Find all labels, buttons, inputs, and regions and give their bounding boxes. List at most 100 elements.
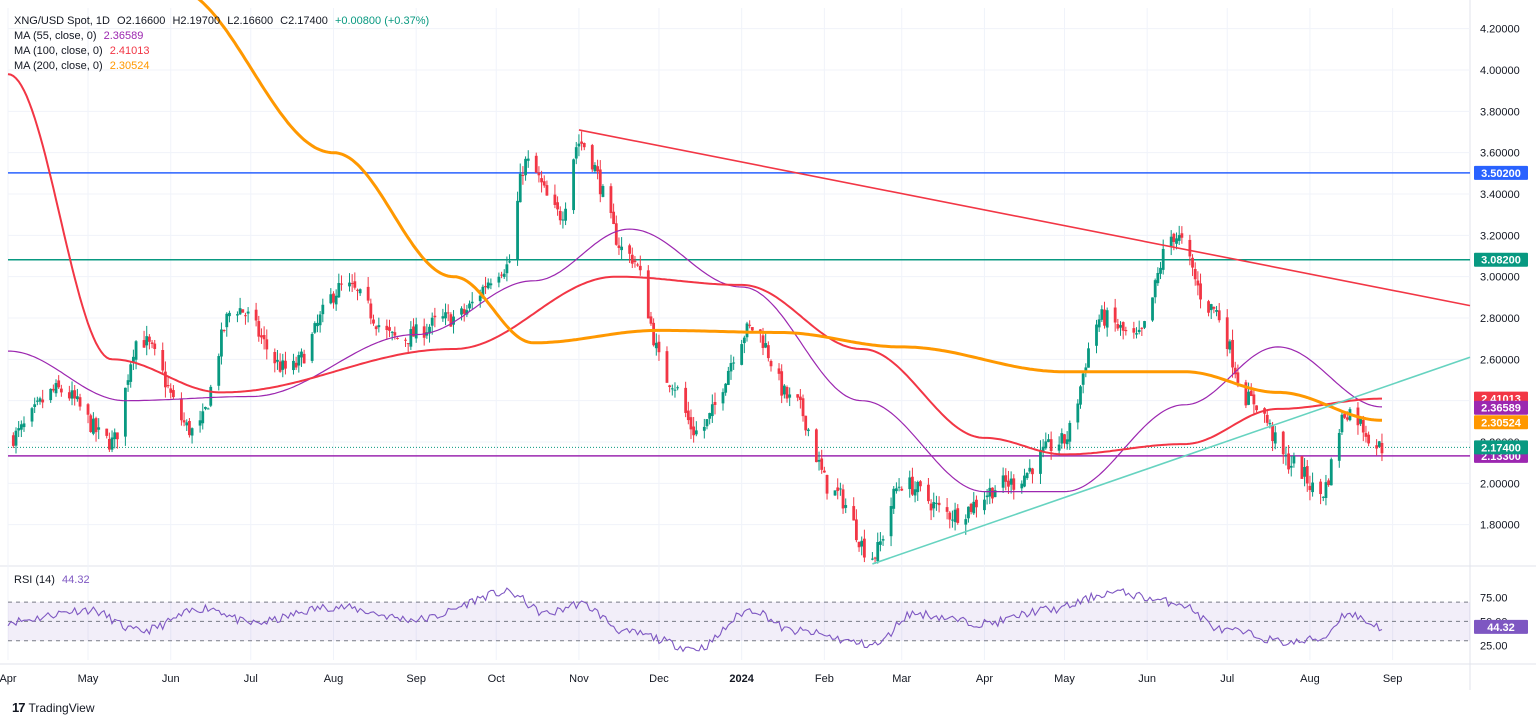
candle-body [806, 429, 810, 432]
candle-body [1113, 307, 1117, 323]
candle-body [1252, 394, 1256, 405]
candle-body [1292, 456, 1296, 464]
symbol-row[interactable]: XNG/USD Spot, 1D O2.16600 H2.19700 L2.16… [14, 14, 433, 29]
candle-body [740, 344, 744, 365]
candle-body [911, 476, 914, 495]
indicator-price-tag: 2.36589 [1481, 403, 1521, 415]
candle-body [17, 428, 21, 431]
candle-body [276, 359, 279, 362]
candle-body [1156, 272, 1160, 284]
indicator-price-tag-bg [1474, 415, 1528, 430]
candle-body [1153, 280, 1157, 298]
candle-body [497, 276, 501, 283]
candle-body [489, 283, 493, 286]
indicator-ma200[interactable]: MA (200, close, 0) 2.30524 [14, 59, 433, 74]
candle-body [956, 508, 960, 523]
candle-body [11, 435, 15, 446]
candle-body [206, 408, 210, 410]
candle-body [180, 399, 183, 421]
candle-body [505, 264, 509, 274]
candle-body [577, 143, 581, 147]
candle-body [927, 484, 930, 502]
candle-body [1340, 414, 1344, 433]
candle-body [1175, 238, 1178, 244]
candle-body [123, 387, 127, 437]
candle-body [1345, 417, 1349, 420]
candle-body [580, 141, 583, 144]
price-tick-label: 4.00000 [1480, 65, 1520, 77]
candle-body [825, 474, 829, 494]
candle-body [209, 386, 213, 406]
time-axis[interactable]: Apr May Jun Jul Aug Sep Oct Nov Dec 2024 Feb Mar Apr… [0, 673, 1402, 685]
price-tick-label: 3.60000 [1480, 148, 1520, 160]
candle-body [1065, 439, 1069, 445]
candle-body [1305, 466, 1309, 484]
candle-body [1303, 467, 1306, 477]
indicator-price-tag: 2.30524 [1481, 417, 1522, 429]
candle-body [262, 335, 266, 340]
candle-body [105, 428, 109, 436]
candle-body [1191, 257, 1194, 268]
candle-body [1193, 269, 1197, 280]
candle-body [521, 174, 525, 176]
indicator-value: 2.30524 [109, 60, 150, 72]
candle-body [433, 315, 437, 318]
candle-body [558, 210, 562, 221]
candle-body [1228, 341, 1232, 350]
candle-body [628, 245, 632, 254]
candle-body [1049, 439, 1053, 451]
support-trendline [872, 356, 1471, 565]
candle-body [814, 429, 818, 463]
candle-body [406, 343, 410, 345]
candle-body [54, 383, 58, 394]
symbol-title[interactable]: XNG/USD Spot, 1D [14, 15, 110, 27]
price-tick-label: 3.20000 [1480, 230, 1520, 242]
candle-body [486, 282, 490, 289]
time-tick-label: Jul [1220, 673, 1234, 685]
candle-body [633, 260, 637, 263]
level-price-tag-bg [1474, 252, 1528, 267]
candle-body [852, 506, 856, 521]
candle-body [222, 329, 226, 331]
candle-body [1159, 267, 1162, 274]
indicator-ma100[interactable]: MA (100, close, 0) 2.41013 [14, 44, 433, 59]
candle-body [254, 309, 258, 321]
candle-body [500, 274, 503, 276]
time-tick-label: Aug [1300, 673, 1320, 685]
chart-legend: XNG/USD Spot, 1D O2.16600 H2.19700 L2.16… [14, 14, 433, 74]
candle-body [652, 322, 656, 346]
candle-body [22, 423, 26, 428]
candle-body [1041, 446, 1045, 452]
candle-body [1364, 433, 1368, 437]
candle-body [796, 394, 800, 398]
candle-body [665, 351, 669, 383]
candle-body [393, 332, 397, 336]
candle-body [854, 519, 858, 541]
candle-body [313, 323, 317, 333]
candle-body [526, 158, 530, 161]
candle-body [294, 362, 298, 368]
candle-body [356, 289, 359, 291]
tradingview-brand[interactable]: 17 TradingView [12, 700, 95, 715]
rsi-legend[interactable]: RSI (14) 44.32 [14, 574, 90, 586]
candle-body [217, 356, 221, 386]
candle-body [1231, 339, 1234, 368]
candle-body [913, 489, 917, 496]
candle-body [540, 178, 543, 183]
candle-body [937, 502, 941, 506]
candle-body [470, 301, 474, 304]
candle-body [1103, 309, 1106, 326]
indicator-ma55[interactable]: MA (55, close, 0) 2.36589 [14, 29, 433, 44]
candle-body [452, 316, 455, 325]
candle-body [1207, 301, 1210, 313]
time-tick-label: Feb [815, 673, 834, 685]
price-tags: 3.502003.082002.133002.410132.365892.305… [1474, 165, 1528, 634]
candle-body [817, 459, 821, 462]
indicator-value: 2.41013 [109, 45, 150, 57]
candle-body [689, 417, 693, 430]
candle-body [617, 245, 621, 248]
candle-body [164, 371, 167, 388]
candle-body [537, 172, 541, 176]
candle-body [742, 337, 746, 344]
